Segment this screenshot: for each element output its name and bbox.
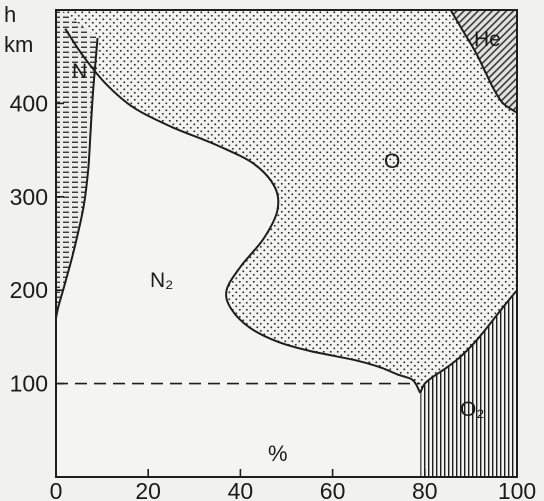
region-label-n: N (72, 60, 87, 83)
n-boundary-line (56, 37, 99, 319)
o2-boundary-line (419, 289, 517, 394)
x-tick-label: 20 (135, 478, 161, 501)
y-axis-unit: km (4, 32, 33, 57)
region-o2-fill (420, 290, 517, 477)
axis-ticks: 0 20 40 60 80 100 100 200 300 400 (10, 90, 537, 501)
region-label-he: He (474, 28, 501, 51)
x-tick-label: 100 (498, 478, 536, 501)
region-n2-fill (56, 10, 421, 477)
y-tick-label: 300 (10, 184, 48, 210)
region-he-fill (450, 10, 517, 113)
x-tick-label: 60 (320, 478, 346, 501)
x-tick-label: 80 (412, 478, 438, 501)
region-n-fill (56, 10, 98, 319)
region-label-o2: O₂ (460, 398, 485, 421)
plot-frame (55, 9, 518, 478)
n2-boundary-line (64, 28, 422, 394)
y-tick-label: 100 (10, 371, 48, 397)
y-axis-label: h (4, 2, 16, 27)
region-label-o: O (384, 150, 400, 173)
y-tick-label: 200 (10, 277, 48, 303)
x-tick-label: 0 (50, 478, 63, 501)
he-boundary-line (449, 10, 517, 114)
x-axis-label: % (268, 441, 288, 466)
x-tick-label: 40 (228, 478, 254, 501)
region-label-n2: N₂ (150, 269, 173, 292)
y-tick-label: 400 (10, 90, 48, 116)
